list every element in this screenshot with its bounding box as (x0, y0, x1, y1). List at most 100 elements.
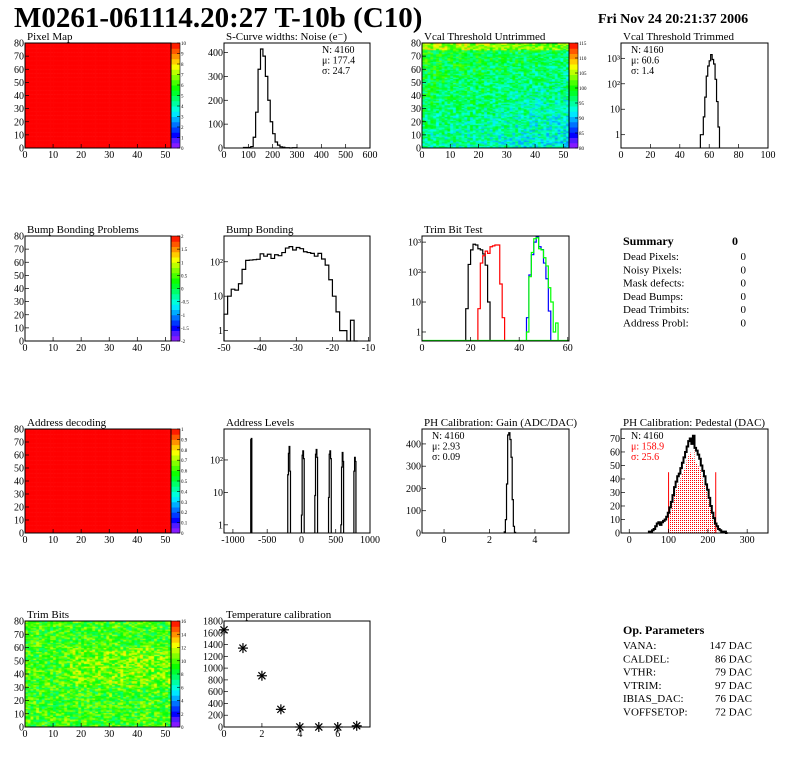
row-value: 0 (741, 304, 747, 316)
color-bar-band (569, 90, 578, 96)
color-bar-band (171, 100, 180, 107)
color-bar-band (171, 631, 180, 638)
color-bar-label: 0 (181, 726, 184, 731)
x-tick-label: 40 (132, 150, 142, 161)
x-tick-label: 2 (259, 729, 264, 740)
y-tick-label: 10 (213, 292, 223, 303)
x-tick-label: 30 (104, 535, 114, 546)
y-tick-label: 10 (14, 516, 24, 527)
histogram-series (314, 448, 319, 533)
panel-pixel-map: Pixel Map 0 1 2 3 4 5 6 7 8 9 10 0 10 20 30 40 50 0 10 20 30 4… (14, 31, 187, 161)
plot-frame (421, 428, 570, 534)
y-tick-label: 70 (14, 245, 24, 256)
color-bar-band (569, 79, 578, 86)
y-tick-label: 1 (615, 130, 620, 141)
color-bar-band (171, 267, 180, 274)
x-tick-label: 0 (23, 729, 28, 740)
row-value: 79 DAC (715, 667, 752, 679)
color-bar-label: 5 (181, 95, 184, 100)
y-tick-label: 10 (14, 709, 24, 720)
y-tick-label: 60 (610, 447, 620, 458)
histogram-series (242, 48, 298, 149)
color-bar-label: -0.5 (181, 301, 189, 306)
color-bar-band (171, 288, 180, 295)
color-bar-band (569, 142, 578, 149)
plot-frame (421, 235, 570, 342)
x-tick-label: 30 (502, 150, 512, 161)
x-tick-label: 40 (132, 535, 142, 546)
star-stroke (257, 671, 266, 680)
histogram-series (250, 437, 253, 533)
plot-frame (24, 428, 172, 534)
color-bar-label: 95 (579, 102, 585, 107)
x-tick-label: 0 (23, 150, 28, 161)
y-tick-label: 30 (14, 297, 24, 308)
color-bar-band (171, 512, 180, 518)
y-tick-label: 400 (208, 48, 223, 59)
color-bar-label: 0.9 (181, 438, 188, 443)
y-tick-label: 1 (218, 326, 223, 337)
color-bar-band (171, 272, 180, 279)
color-bar-band (171, 668, 180, 675)
x-tick-label: 300 (740, 535, 755, 546)
x-tick-label: 40 (530, 150, 540, 161)
x-tick-label: 400 (314, 150, 329, 161)
color-bar-band (171, 721, 180, 728)
x-tick-label: 30 (104, 150, 114, 161)
data-point-star (237, 643, 248, 654)
y-tick-label: 20 (14, 117, 24, 128)
panel-trim-bit-test: Trim Bit Test 0 20 40 60 1 10 10² 10³ (408, 224, 573, 354)
color-bar-band (171, 695, 180, 701)
histogram-series (465, 243, 491, 341)
color-bar-band (171, 705, 180, 712)
x-tick-label: -1000 (221, 535, 244, 546)
row-label: VTHR: (623, 667, 656, 679)
histogram-series (287, 445, 292, 533)
color-bar-label: 1.5 (181, 248, 188, 253)
y-tick-label: 1800 (203, 617, 223, 628)
star-stroke (276, 705, 285, 714)
y-tick-label: 70 (14, 52, 24, 63)
panel-address-decoding: Address decoding 0 0.1 0.2 0.3 0.4 0.5 0.6 0.7 0.… (14, 417, 188, 546)
y-tick-label: 80 (411, 39, 421, 50)
row-label: Dead Trimbits: (623, 304, 689, 316)
y-tick-label: 20 (14, 503, 24, 514)
color-bar-label: 1 (181, 137, 184, 142)
color-bar-band (171, 137, 180, 144)
color-bar-band (171, 663, 180, 670)
color-bar-band (171, 647, 180, 654)
color-bar-label: 0.5 (181, 480, 188, 485)
color-bar-band (171, 429, 180, 435)
row-value: 147 DAC (710, 640, 752, 652)
x-tick-label: 50 (160, 150, 170, 161)
y-tick-label: 40 (14, 91, 24, 102)
y-tick-label: 40 (610, 474, 620, 485)
panel-trim-bits: Trim Bits 0 2 4 6 8 10 12 14 16 0 10 20 30 40 50 0 10 20 30… (14, 609, 187, 740)
panel-bump-bonding: Bump Bonding -50 -40 -30 -20 -10 1 10 10² (210, 224, 375, 354)
y-tick-label: 1 (416, 327, 421, 338)
color-bar-band (171, 106, 180, 112)
y-tick-label: 10 (14, 130, 24, 141)
panel-s-curve: S-Curve widths: Noise (e⁻) 0 100 200 300 400 5… (208, 31, 378, 161)
panel-title: Bump Bonding (226, 224, 294, 236)
panel-title: Address Levels (226, 417, 294, 429)
histogram-series (503, 432, 517, 533)
color-bar-band (171, 58, 180, 65)
histogram-series (525, 236, 552, 341)
color-bar-label: 115 (579, 42, 587, 47)
y-tick-label: 30 (411, 104, 421, 115)
y-tick-label: 40 (411, 91, 421, 102)
x-tick-label: -50 (217, 343, 230, 354)
histogram-series (353, 456, 357, 533)
stats-line: μ: 177.4 (322, 56, 355, 67)
y-tick-label: 300 (406, 462, 421, 473)
color-bar-label: 80 (579, 147, 585, 152)
panel-title: Trim Bits (27, 609, 69, 621)
histogram-series (647, 434, 728, 534)
color-bar-band (171, 79, 180, 86)
color-bar-band (171, 674, 180, 680)
y-tick-label: 400 (208, 699, 223, 710)
y-tick-label: 20 (14, 310, 24, 321)
x-tick-label: 100 (241, 150, 256, 161)
